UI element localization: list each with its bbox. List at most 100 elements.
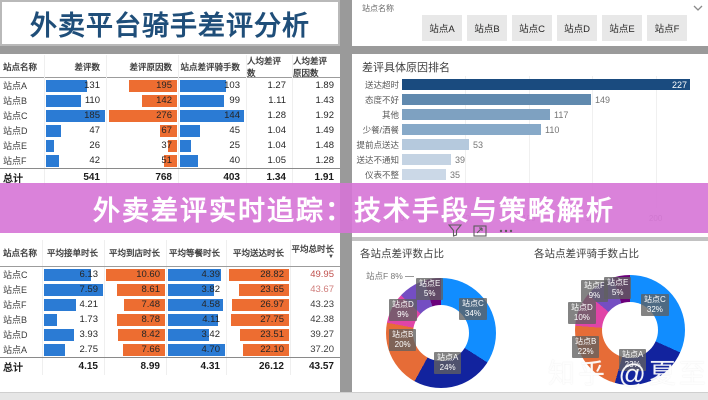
orange-data-bar	[106, 268, 165, 281]
cell-value: 10.60	[104, 267, 166, 282]
bar-row-送达不通知[interactable]: 送达不通知 39	[352, 153, 708, 166]
table-row-站点F[interactable]: 站点F 4.21 7.48 4.58 26.97 43.23	[0, 297, 340, 312]
slice-label-站点A: 站点A 24%	[434, 352, 462, 374]
table-row-站点E[interactable]: 站点E 7.59 8.61 3.82 23.65 43.67	[0, 282, 340, 297]
reason-bar[interactable]	[402, 109, 550, 120]
column-header[interactable]: 差评数	[44, 55, 106, 79]
category-label: 少餐/洒餐	[362, 124, 399, 135]
blue-data-bar	[180, 79, 226, 92]
blue-data-bar	[180, 154, 198, 167]
row-label: 站点A	[3, 81, 28, 91]
orange-data-bar	[116, 313, 165, 326]
bar-row-态度不好[interactable]: 态度不好 149	[352, 93, 708, 106]
row-label: 站点F	[3, 156, 27, 166]
table-row-站点A[interactable]: 站点A 2.75 7.66 4.70 22.10 37.20	[0, 342, 340, 357]
reason-bar[interactable]	[402, 94, 591, 105]
cell-value: 3.42	[166, 327, 226, 342]
cell-value: 37	[106, 138, 178, 153]
table-row-站点B[interactable]: 站点B 110 142 99 1.11 1.43	[0, 93, 340, 108]
slicer-button-站点D[interactable]: 站点D	[557, 15, 597, 41]
blue-data-bar	[180, 139, 192, 152]
table-row-站点D[interactable]: 站点D 47 67 45 1.04 1.49	[0, 123, 340, 138]
slicer-button-站点A[interactable]: 站点A	[422, 15, 462, 41]
column-header[interactable]: 人均差评原因数	[292, 55, 340, 79]
table-row-站点B[interactable]: 站点B 1.73 8.78 4.11 27.75 42.38	[0, 312, 340, 327]
row-label: 站点B	[3, 315, 28, 325]
table-row-站点A[interactable]: 站点A 131 195 103 1.27 1.89	[0, 78, 340, 93]
column-header[interactable]: 平均接单时长	[42, 240, 104, 266]
blue-data-bar	[46, 109, 105, 122]
report-title-panel: 外卖平台骑手差评分析	[0, 0, 340, 46]
orange-data-bar	[122, 343, 165, 356]
table-row-站点D[interactable]: 站点D 3.93 8.42 3.42 23.51 39.27	[0, 327, 340, 342]
reason-bar[interactable]	[402, 169, 446, 180]
blue-data-bar	[46, 139, 55, 152]
right-panel-divider	[352, 237, 708, 241]
cell-value: 131	[44, 78, 106, 93]
column-header[interactable]: 人均差评数	[246, 55, 292, 79]
cell-value: 1.43	[292, 93, 340, 108]
cell-value: 7.59	[42, 282, 104, 297]
orange-data-bar	[230, 313, 289, 326]
column-header[interactable]: 站点名称	[3, 62, 38, 72]
column-header[interactable]: 差评原因数	[106, 55, 178, 79]
column-header[interactable]: 平均到店时长	[104, 240, 166, 266]
table-row-站点E[interactable]: 站点E 26 37 25 1.04 1.48	[0, 138, 340, 153]
filter-icon[interactable]	[448, 224, 462, 237]
reason-bar[interactable]	[402, 139, 469, 150]
bar-row-提前点送达[interactable]: 提前点送达 53	[352, 138, 708, 151]
headline-banner: 外卖差评实时追踪：技术手段与策略解析	[0, 183, 708, 233]
cell-value: 49.95	[290, 267, 340, 282]
column-header[interactable]: 平均等餐时长	[166, 240, 226, 266]
bar-value: 39	[455, 154, 466, 165]
blue-data-bar	[46, 154, 60, 167]
bottom-strip	[0, 392, 708, 400]
total-value: 8.99	[104, 358, 166, 375]
reason-bar[interactable]	[402, 154, 451, 165]
more-options-icon[interactable]	[498, 224, 514, 237]
slicer-button-站点B[interactable]: 站点B	[467, 15, 507, 41]
total-value: 4.31	[166, 358, 226, 375]
cell-value: 103	[178, 78, 246, 93]
slicer-button-站点C[interactable]: 站点C	[512, 15, 552, 41]
reason-bar[interactable]: 227	[402, 79, 690, 90]
gridline	[528, 76, 530, 208]
station-summary-table: 站点名称 差评数 差评原因数 站点差评骑手数 人均差评数 人均差评原因数 站点A 131 195…	[0, 55, 340, 186]
slicer-button-站点F[interactable]: 站点F	[647, 15, 687, 41]
focus-mode-icon[interactable]	[473, 224, 487, 237]
cell-value: 4.21	[42, 297, 104, 312]
cell-value: 23.65	[226, 282, 290, 297]
gridline	[592, 76, 594, 208]
row-label: 站点C	[3, 270, 28, 280]
cell-value: 1.28	[246, 108, 292, 123]
category-label: 送达超时	[364, 79, 399, 90]
column-header[interactable]: 平均送达时长	[226, 240, 290, 266]
cell-value: 8.42	[104, 327, 166, 342]
slicer-button-站点E[interactable]: 站点E	[602, 15, 642, 41]
orange-data-bar	[141, 94, 177, 107]
slice-label-站点D: 站点D 9%	[389, 299, 417, 321]
total-value: 403	[178, 169, 246, 186]
blue-data-bar	[168, 283, 215, 296]
reason-bar[interactable]	[402, 124, 541, 135]
chart-title-reason-rank: 差评具体原因排名	[362, 62, 450, 74]
bar-row-仪表不整[interactable]: 仪表不整 35	[352, 168, 708, 181]
blue-data-bar	[46, 94, 81, 107]
column-header[interactable]: 平均总时长 ▼	[290, 240, 340, 266]
row-label: 站点D	[3, 126, 28, 136]
table-row-站点C[interactable]: 站点C 6.13 10.60 4.39 28.82 49.95	[0, 267, 340, 282]
table-row-站点C[interactable]: 站点C 185 276 144 1.28 1.92	[0, 108, 340, 123]
bar-row-其他[interactable]: 其他 117	[352, 108, 708, 121]
bar-row-送达超时[interactable]: 送达超时 227	[352, 78, 708, 91]
chevron-down-icon[interactable]	[693, 4, 703, 12]
category-label: 提前点送达	[356, 139, 399, 150]
cell-value: 45	[178, 123, 246, 138]
column-header[interactable]: 站点差评骑手数	[178, 55, 246, 79]
slice-label-站点D: 站点D 10%	[568, 302, 596, 324]
table-row-站点F[interactable]: 站点F 42 51 40 1.05 1.28	[0, 153, 340, 168]
bar-row-少餐/洒餐[interactable]: 少餐/洒餐 110	[352, 123, 708, 136]
orange-data-bar	[232, 298, 289, 311]
column-header[interactable]: 站点名称	[3, 248, 38, 258]
cell-value: 4.39	[166, 267, 226, 282]
total-value: 768	[106, 169, 178, 186]
